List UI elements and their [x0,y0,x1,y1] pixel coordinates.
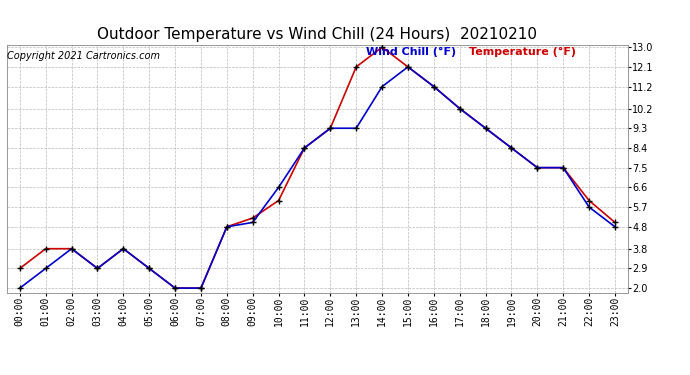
Text: Wind Chill (°F): Wind Chill (°F) [366,47,456,57]
Title: Outdoor Temperature vs Wind Chill (24 Hours)  20210210: Outdoor Temperature vs Wind Chill (24 Ho… [97,27,538,42]
Text: Temperature (°F): Temperature (°F) [469,47,576,57]
Text: Copyright 2021 Cartronics.com: Copyright 2021 Cartronics.com [7,51,160,61]
